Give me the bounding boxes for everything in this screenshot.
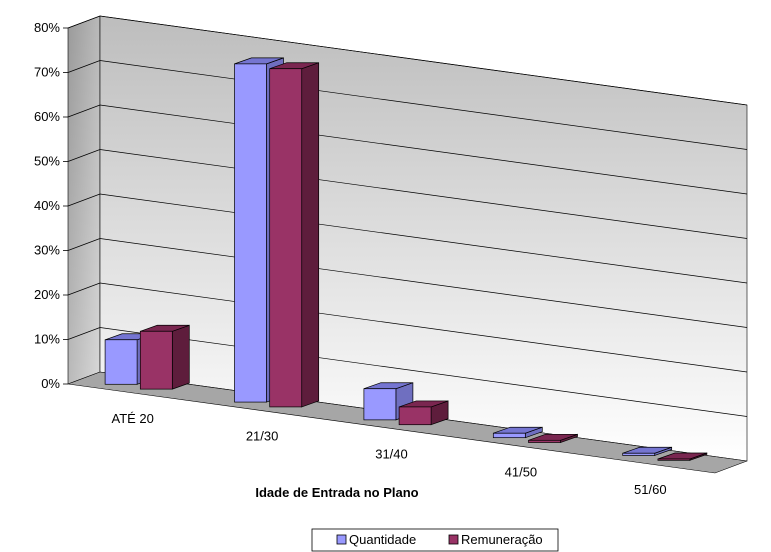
gridline [99,15,748,106]
gridline-side [67,60,101,73]
bar-remuneracao [398,400,449,426]
gridline [99,238,748,328]
x-category-label: ATÉ 20 [112,411,154,426]
gridline [99,282,748,373]
legend-label: Remuneração [461,532,543,547]
gridline [99,60,748,150]
legend: Quantidade Remuneração [311,528,559,552]
legend-box [311,528,559,552]
gridline [99,149,748,239]
bars [104,57,708,461]
gridline-side [67,104,101,118]
bar-quantidade [492,426,543,439]
x-category-label: 41/50 [505,464,538,479]
gridline-side [67,15,101,29]
bar-quantidade [622,446,673,456]
y-tick-label: 50% [34,154,60,169]
y-tick-label: 30% [34,243,60,258]
y-tick-label: 40% [34,198,60,213]
legend-swatch [448,534,459,545]
x-category-label: 51/60 [634,482,667,497]
legend-label: Quantidade [349,532,416,547]
legend-swatch [336,534,347,545]
bar-remuneracao [269,62,320,408]
gridline-side [67,193,101,207]
x-axis-categories: ATÉ 20 21/30 31/40 41/50 51/60 [112,411,667,497]
x-axis-label: Idade de Entrada no Plano [255,485,418,500]
y-axis-ticks: 0% 10% 20% 30% 40% 50% 60% 70% 80% [34,20,68,391]
gridline-side [67,149,101,162]
bar-remuneracao [139,324,190,390]
gridline-side [67,238,101,251]
y-tick-label: 10% [34,332,60,347]
y-tick-label: 0% [41,376,60,391]
gridline-side [67,327,101,340]
gridline [99,104,748,195]
bar-remuneracao [657,452,708,461]
gridline [99,193,748,284]
y-tick-label: 70% [34,65,60,80]
gridline-side [67,282,101,296]
y-tick-label: 20% [34,287,60,302]
y-tick-label: 80% [34,20,60,35]
x-category-label: 31/40 [375,447,408,462]
bar-remuneracao [528,433,578,444]
y-tick-label: 60% [34,109,60,124]
gridlines [67,15,748,417]
gridline [99,327,748,417]
x-category-label: 21/30 [246,429,279,444]
